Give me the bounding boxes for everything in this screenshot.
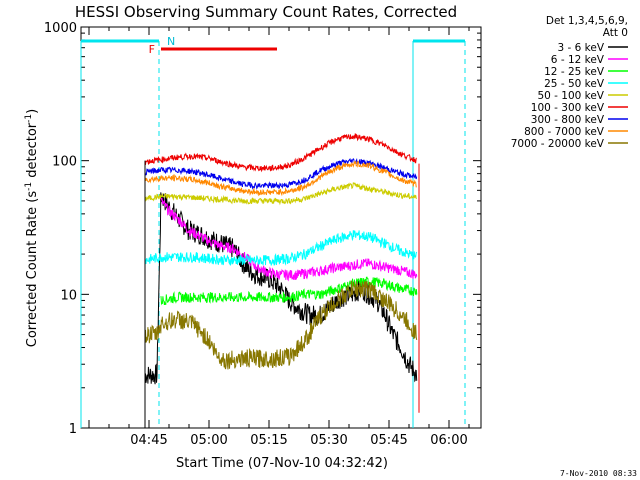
series-line-2 bbox=[160, 197, 418, 282]
series-line-5 bbox=[144, 182, 417, 206]
y-tick-label: 10 bbox=[60, 288, 77, 303]
y-axis-label-sup2: -1 bbox=[24, 114, 34, 123]
series-line-9 bbox=[144, 280, 418, 370]
night-flag-label: N bbox=[167, 35, 175, 48]
series-line-6 bbox=[144, 133, 417, 173]
legend-title-line: Det 1,3,4,5,6,9, bbox=[546, 15, 628, 27]
x-tick-label: 05:15 bbox=[250, 433, 287, 448]
series-line-4 bbox=[144, 230, 418, 267]
x-tick-label: 05:45 bbox=[370, 433, 407, 448]
series-line-3 bbox=[160, 276, 418, 306]
y-axis-label-sup1: -1 bbox=[24, 182, 34, 191]
x-tick-label: 05:30 bbox=[310, 433, 347, 448]
legend-label: 25 - 50 keV bbox=[544, 78, 605, 90]
plot-frame bbox=[80, 26, 482, 429]
x-axis-label: Start Time (07-Nov-10 04:32:42) bbox=[176, 456, 388, 471]
y-tick-label: 1000 bbox=[44, 21, 77, 36]
series-line-8 bbox=[144, 160, 417, 197]
x-tick-label: 05:00 bbox=[190, 433, 227, 448]
y-axis-label-part2: detector bbox=[25, 122, 40, 182]
chart-title: HESSI Observing Summary Count Rates, Cor… bbox=[75, 3, 457, 21]
x-tick-label: 06:00 bbox=[430, 433, 467, 448]
x-tick-label: 04:45 bbox=[130, 433, 167, 448]
legend-label: 6 - 12 keV bbox=[551, 54, 605, 66]
plot-area: 1 10 100 1000 04:45 05:00 05:15 05:30 05:45 06:00… bbox=[44, 21, 482, 448]
legend-label: 300 - 800 keV bbox=[531, 114, 605, 126]
date-stamp: 7-Nov-2010 08:33 bbox=[560, 469, 637, 478]
legend-title-line: Att 0 bbox=[603, 27, 628, 39]
legend-label: 7000 - 20000 keV bbox=[511, 138, 605, 150]
legend-label: 12 - 25 keV bbox=[544, 66, 605, 78]
legend-label: 50 - 100 keV bbox=[537, 90, 604, 102]
legend-label: 800 - 7000 keV bbox=[524, 126, 605, 138]
legend-label: 100 - 300 keV bbox=[531, 102, 605, 114]
legend-label: 3 - 6 keV bbox=[557, 42, 604, 54]
y-axis-label-part3: ) bbox=[25, 109, 40, 114]
flare-flag-label: F bbox=[149, 43, 155, 56]
y-axis-label-part1: Corrected Count Rate (s bbox=[25, 191, 40, 348]
y-axis-label: Corrected Count Rate (s-1 detector-1) bbox=[24, 109, 40, 347]
series-line-7 bbox=[144, 157, 418, 190]
y-tick-label: 100 bbox=[52, 155, 77, 170]
y-tick-label: 1 bbox=[69, 422, 77, 437]
